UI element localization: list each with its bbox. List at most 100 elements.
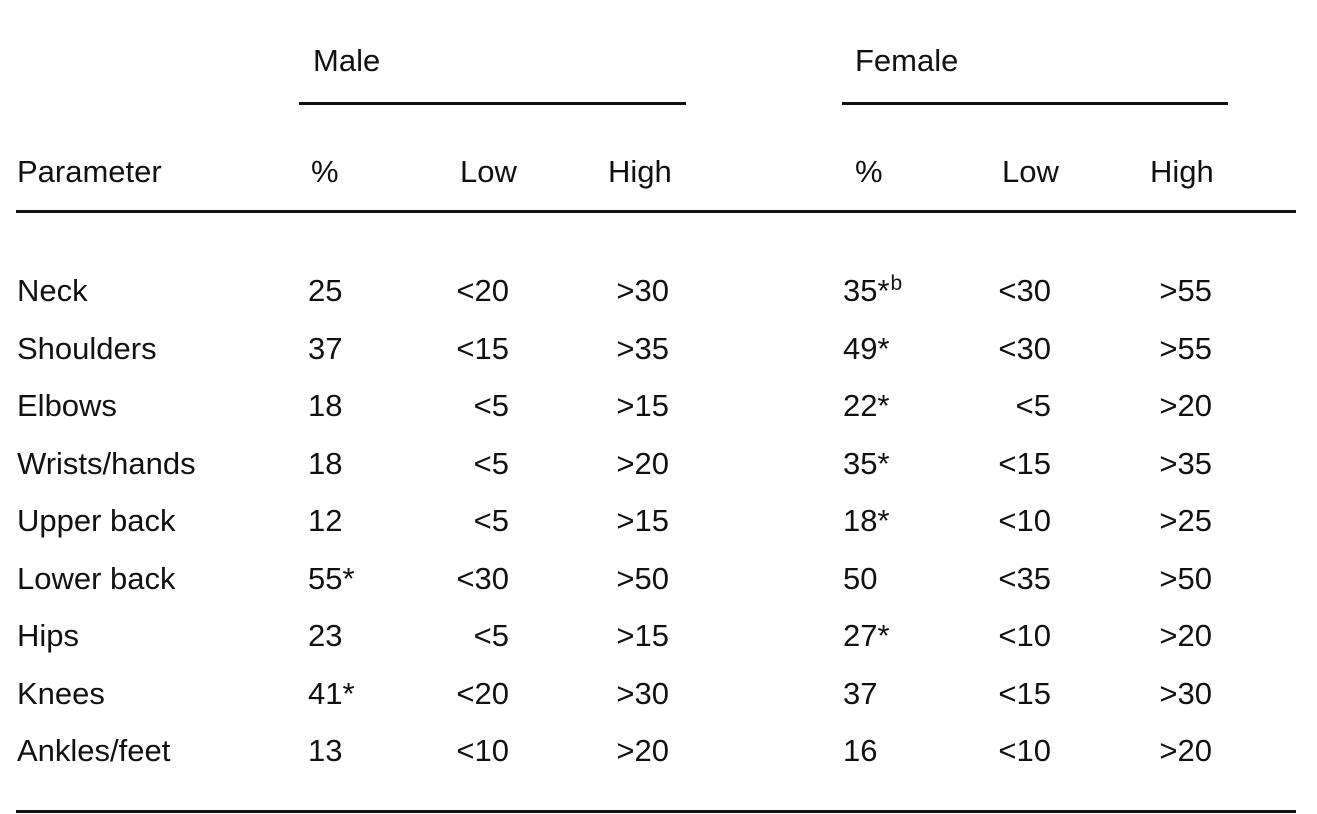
cell-female-low: <15 — [998, 446, 1051, 482]
cell-parameter-text: Hips — [17, 618, 80, 653]
cell-female-low-text: <30 — [998, 331, 1051, 366]
cell-parameter-text: Lower back — [17, 561, 176, 596]
cell-female-high: >20 — [1159, 388, 1212, 424]
cell-male-percent: 12 — [308, 503, 342, 539]
cell-female-low-text: <5 — [1015, 388, 1051, 423]
cell-female-high: >20 — [1159, 733, 1212, 769]
col-header-male-low: Low — [460, 154, 517, 189]
cell-male-percent-text: 18 — [308, 446, 343, 481]
cell-female-high: >20 — [1159, 618, 1212, 654]
cell-female-percent-text: 16 — [843, 733, 878, 768]
cell-female-low: <10 — [998, 618, 1051, 654]
cell-female-high-text: >50 — [1159, 561, 1212, 596]
cell-male-percent-text: 23 — [308, 618, 343, 653]
cell-parameter: Ankles/feet — [17, 733, 170, 769]
cell-female-percent: 18* — [843, 503, 890, 539]
cell-female-high-text: >20 — [1159, 618, 1212, 653]
cell-female-percent-text: 18* — [843, 503, 890, 538]
cell-male-low: <5 — [474, 618, 509, 654]
group-header-female: Female — [855, 43, 959, 78]
cell-female-percent: 27* — [843, 618, 890, 654]
cell-parameter-text: Neck — [17, 273, 88, 308]
cell-male-high-text: >35 — [616, 331, 669, 366]
cell-parameter: Neck — [17, 273, 88, 309]
cell-male-low: <5 — [474, 388, 509, 424]
cell-parameter: Elbows — [17, 388, 117, 424]
cell-female-low-text: <15 — [998, 676, 1051, 711]
cell-male-low: <5 — [474, 446, 509, 482]
cell-male-low-text: <30 — [456, 561, 509, 596]
cell-male-low: <15 — [456, 331, 509, 367]
cell-male-low-text: <10 — [456, 733, 509, 768]
col-header-male-high: High — [608, 154, 672, 189]
cell-female-low: <10 — [998, 733, 1051, 769]
cell-male-percent-text: 55* — [308, 561, 355, 596]
footnote-marker: b — [890, 272, 903, 295]
cell-parameter: Knees — [17, 676, 105, 712]
cell-male-percent: 25 — [308, 273, 342, 309]
cell-male-high-text: >15 — [616, 503, 669, 538]
cell-parameter: Wrists/hands — [17, 446, 196, 482]
cell-female-low-text: <10 — [998, 733, 1051, 768]
bottom-rule — [16, 810, 1296, 813]
cell-female-high: >55 — [1159, 331, 1212, 367]
cell-female-low: <5 — [1016, 388, 1051, 424]
cell-female-percent: 16 — [843, 733, 877, 769]
cell-female-high: >35 — [1159, 446, 1212, 482]
cell-female-low-text: <10 — [998, 503, 1051, 538]
cell-female-low-text: <10 — [998, 618, 1051, 653]
cell-female-percent: 22* — [843, 388, 890, 424]
cell-male-low: <30 — [456, 561, 509, 597]
cell-female-high-text: >20 — [1159, 388, 1212, 423]
cell-female-percent: 50 — [843, 561, 877, 597]
cell-male-percent: 23 — [308, 618, 342, 654]
cell-female-high-text: >25 — [1159, 503, 1212, 538]
col-header-female-high: High — [1150, 154, 1214, 189]
cell-male-high: >30 — [616, 676, 669, 712]
cell-female-low-text: <35 — [998, 561, 1051, 596]
group-header-male: Male — [313, 43, 381, 78]
cell-male-percent: 41* — [308, 676, 355, 712]
cell-male-high-text: >30 — [616, 273, 669, 308]
cell-male-percent-text: 12 — [308, 503, 343, 538]
cell-male-low-text: <15 — [456, 331, 509, 366]
cell-male-percent: 18 — [308, 446, 342, 482]
cell-female-high-text: >20 — [1159, 733, 1212, 768]
cell-female-high-text: >35 — [1159, 446, 1212, 481]
cell-female-percent-text: 22* — [843, 388, 890, 423]
cell-female-percent-text: 37 — [843, 676, 878, 711]
cell-female-percent-text: 50 — [843, 561, 878, 596]
cell-male-low: <5 — [474, 503, 509, 539]
cell-female-low: <30 — [998, 331, 1051, 367]
cell-parameter: Hips — [17, 618, 79, 654]
cell-female-percent: 35* — [843, 446, 890, 482]
cell-female-low-text: <15 — [998, 446, 1051, 481]
cell-female-high: >30 — [1159, 676, 1212, 712]
col-header-female-low: Low — [1002, 154, 1059, 189]
cell-male-percent: 37 — [308, 331, 342, 367]
cell-female-percent-text: 27* — [843, 618, 890, 653]
cell-male-percent: 18 — [308, 388, 342, 424]
cell-male-percent-text: 41* — [308, 676, 355, 711]
cell-male-low-text: <5 — [473, 446, 509, 481]
cell-male-low-text: <5 — [473, 503, 509, 538]
cell-male-low: <20 — [456, 676, 509, 712]
cell-female-percent: 49* — [843, 331, 890, 367]
cell-male-high: >35 — [616, 331, 669, 367]
cell-female-percent-text: 35* — [843, 273, 890, 308]
col-header-parameter: Parameter — [17, 154, 162, 189]
cell-female-high: >50 — [1159, 561, 1212, 597]
cell-female-percent: 35*b — [843, 272, 903, 313]
cell-male-high-text: >50 — [616, 561, 669, 596]
female-group-rule — [842, 102, 1228, 105]
cell-parameter-text: Wrists/hands — [17, 446, 196, 481]
cell-female-percent-text: 35* — [843, 446, 890, 481]
col-header-male-percent: % — [311, 154, 339, 189]
cell-female-percent: 37 — [843, 676, 877, 712]
cell-male-high-text: >30 — [616, 676, 669, 711]
cell-male-high-text: >15 — [616, 388, 669, 423]
cell-female-high-text: >30 — [1159, 676, 1212, 711]
cell-male-percent-text: 37 — [308, 331, 343, 366]
cell-parameter-text: Elbows — [17, 388, 117, 423]
cell-male-percent-text: 18 — [308, 388, 343, 423]
